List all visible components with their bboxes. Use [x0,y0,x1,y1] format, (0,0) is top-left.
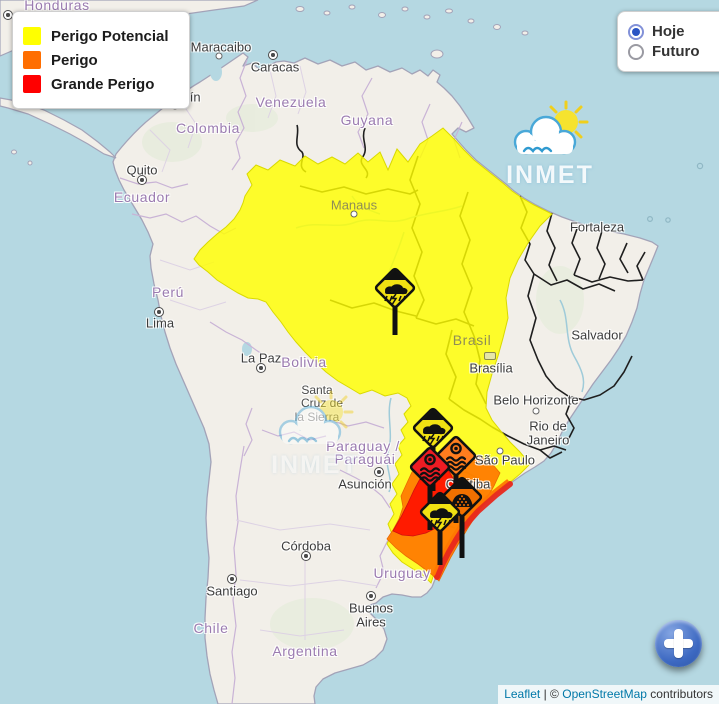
radio-button-futuro[interactable] [628,43,644,60]
warning-coast-red-strip [434,481,513,580]
city-label-caracas: Caracas [250,59,300,75]
day-selector: Hoje Futuro [617,11,719,72]
attribution-divider: | [543,687,547,701]
legend-label: Perigo Potencial [51,27,169,45]
capital-marker-brasilia [484,352,496,360]
radio-option-futuro[interactable]: Futuro [628,43,718,60]
city-label-santa-cruz-3: la Sierra [294,410,340,424]
province-borders [149,65,379,640]
country-label-brasil: Brasil [452,332,492,348]
legend-label: Perigo [51,51,98,69]
legend-item-grande-perigo: Grande Perigo [23,75,179,93]
city-label-santa-cruz-1: Santa [301,383,333,397]
city-label-belo-horizonte: Belo Horizonte [493,392,579,408]
alert-legend: Perigo Potencial Perigo Grande Perigo [12,11,190,109]
country-label-ecuador: Ecuador [113,189,171,205]
legend-swatch-yellow [23,27,41,45]
city-label-santiago: Santiago [206,583,258,599]
country-label-paraguay-2: Paraguái [334,451,396,467]
city-label-santa-cruz-2: Cruz de [300,396,344,410]
city-marker-sao-paulo [496,447,504,455]
city-label-buenos-aires-2: Aires [356,614,386,630]
map-attribution: Leaflet | © OpenStreetMap contributors [498,685,719,704]
leaflet-link[interactable]: Leaflet [504,687,541,701]
country-label-honduras: Honduras [24,0,90,13]
city-marker-la-paz [256,363,266,373]
radio-option-hoje[interactable]: Hoje [628,23,718,40]
city-label-salvador: Salvador [571,327,623,343]
country-label-peru: Perú [152,284,184,300]
city-label-sao-paulo: São Paulo [475,452,535,468]
attribution-copyright: © [550,687,559,701]
city-marker-asuncion [374,467,384,477]
country-label-paraguay-1: Paraguay / [326,438,400,454]
legend-label: Grande Perigo [51,75,155,93]
radio-label-futuro: Futuro [652,43,700,60]
zoom-in-button[interactable] [655,620,702,667]
country-label-colombia: Colombia [176,120,240,136]
country-label-argentina: Argentina [272,643,338,659]
island-rings [646,162,704,223]
city-label-rio-1: Rio de [529,418,567,434]
city-marker-cordoba [301,551,311,561]
radio-button-hoje[interactable] [628,23,644,40]
legend-swatch-red [23,75,41,93]
city-label-fortaleza: Fortaleza [569,219,625,235]
city-label-cordoba: Córdoba [281,538,331,554]
landmass-panama [0,97,117,159]
city-label-asuncion: Asunción [338,476,392,492]
city-marker-lima [154,307,164,317]
country-label-uruguay: Uruguay [373,565,431,581]
city-marker-caracas [268,50,278,60]
city-marker-buenos-aires [366,591,376,601]
openstreetmap-link[interactable]: OpenStreetMap [562,687,647,701]
country-label-venezuela: Venezuela [255,94,327,110]
city-label-la-paz: La Paz [240,350,282,366]
city-marker-santiago [227,574,237,584]
city-label-maracaibo: Maracaibo [190,39,252,55]
city-marker-quito [137,175,147,185]
storm-warning-sign[interactable] [372,265,418,342]
city-label-rio-2: Janeiro [526,432,570,448]
legend-item-perigo: Perigo [23,51,179,69]
city-label-brasilia: Brasília [469,360,513,376]
country-label-chile: Chile [193,620,229,636]
city-label-lima: Lima [145,315,175,331]
city-label-quito: Quito [126,162,158,178]
legend-item-perigo-potencial: Perigo Potencial [23,27,179,45]
attribution-suffix: contributors [650,687,713,701]
storm-warning-sign[interactable] [410,405,456,498]
legend-swatch-orange [23,51,41,69]
plus-icon [674,629,683,658]
city-marker-maracaibo [215,52,223,60]
city-marker-manaus [350,210,358,218]
islands [11,4,665,166]
country-label-bolivia: Bolivia [281,354,327,370]
city-label-manaus: Manaus [330,197,378,213]
storm-warning-sign[interactable] [417,489,463,572]
city-label-buenos-aires-1: Buenos [348,600,394,616]
city-marker-belo-horizonte [532,407,540,415]
radio-label-hoje: Hoje [652,23,685,40]
country-label-guyana: Guyana [340,112,394,128]
